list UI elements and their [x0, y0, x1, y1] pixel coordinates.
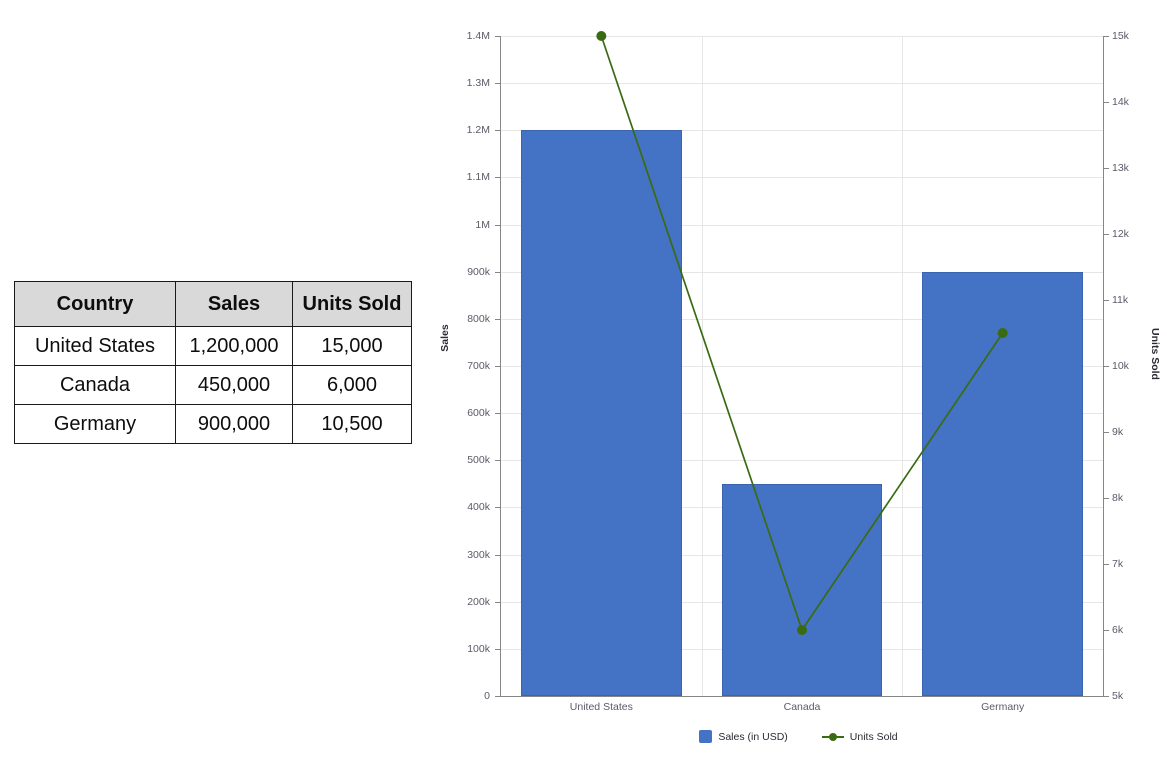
legend-label-sales: Sales (in USD)	[718, 730, 788, 743]
y-axis-left-tick-label: 300k	[467, 548, 490, 561]
legend-item-units-sold[interactable]: Units Sold	[821, 730, 898, 743]
table-row: Canada 450,000 6,000	[14, 365, 412, 405]
y-axis-left-tick	[495, 554, 500, 556]
y-axis-right-line	[1103, 36, 1104, 696]
x-axis-line	[500, 696, 1104, 697]
y-axis-left-tick	[495, 460, 500, 462]
bar-united-states[interactable]	[521, 130, 682, 696]
cell-sales: 1,200,000	[175, 326, 293, 366]
table-row: United States 1,200,000 15,000	[14, 326, 412, 366]
y-axis-right-tick-label: 14k	[1112, 96, 1129, 108]
y-axis-left-tick-label: 900k	[467, 265, 490, 278]
y-axis-left-tick-label: 1.4M	[466, 30, 490, 42]
data-table-container: Country Sales Units Sold United States 1…	[14, 281, 412, 444]
y-axis-left-tick-label: 800k	[467, 312, 490, 325]
y-axis-right-tick	[1104, 630, 1109, 631]
y-axis-right-tick	[1104, 432, 1109, 433]
y-axis-left-title: Sales	[439, 324, 451, 352]
table-header: Country Sales Units Sold	[14, 281, 412, 327]
y-axis-left-tick	[495, 130, 500, 132]
y-axis-right-tick-label: 10k	[1112, 360, 1129, 372]
y-axis-left-tick-label: 400k	[467, 501, 490, 514]
cell-units-sold: 15,000	[292, 326, 412, 366]
y-axis-left-tick-label: 200k	[467, 595, 490, 608]
y-axis-right-tick-label: 15k	[1112, 30, 1129, 42]
y-axis-right-tick-label: 11k	[1112, 294, 1129, 306]
y-axis-right-tick	[1104, 234, 1109, 235]
y-axis-right-title: Units Sold	[1149, 328, 1161, 380]
gridline-horizontal	[501, 83, 1103, 85]
x-axis-label-united-states: United States	[569, 701, 633, 713]
cell-units-sold: 6,000	[292, 365, 412, 405]
y-axis-left-tick	[495, 413, 500, 415]
cell-sales: 900,000	[175, 404, 293, 444]
cell-country: Germany	[14, 404, 176, 444]
x-axis-label-germany: Germany	[981, 701, 1025, 713]
line-marker-icon	[821, 731, 844, 743]
bar-germany[interactable]	[922, 271, 1083, 696]
y-axis-left-tick	[495, 696, 500, 697]
y-axis-right-tick-label: 13k	[1112, 162, 1129, 174]
y-axis-right-tick-label: 7k	[1112, 558, 1124, 570]
country-sales-table: Country Sales Units Sold United States 1…	[14, 281, 412, 444]
x-axis-label-canada: Canada	[783, 701, 821, 713]
y-axis-left-tick-label: 500k	[467, 454, 490, 467]
bar-swatch-icon	[699, 730, 713, 743]
table-header-country: Country	[14, 281, 176, 327]
gridline-horizontal	[501, 36, 1103, 37]
y-axis-right-tick	[1104, 36, 1109, 37]
table-header-sales: Sales	[175, 281, 293, 327]
combo-chart: 0 100k 200k 300k 400k 500k 600k 700k 800k 900k 1M 1…	[430, 0, 1167, 765]
gridline-vertical	[701, 36, 703, 696]
y-axis-left-tick-label: 100k	[467, 642, 490, 655]
bar-canada[interactable]	[721, 483, 883, 696]
y-axis-left-tick	[495, 648, 500, 650]
legend-label-units-sold: Units Sold	[849, 730, 898, 743]
y-axis-left-tick-label: 1.2M	[466, 124, 490, 137]
legend-item-sales[interactable]: Sales (in USD)	[699, 730, 788, 743]
y-axis-right-tick	[1104, 366, 1109, 367]
chart-legend: Sales (in USD) Units Sold	[430, 730, 1167, 743]
y-axis-right-tick	[1104, 564, 1109, 565]
y-axis-left-tick	[495, 177, 500, 179]
y-axis-left-tick-label: 700k	[467, 360, 490, 372]
y-axis-right-tick-label: 8k	[1112, 492, 1124, 504]
y-axis-left-tick-label: 1.3M	[466, 77, 490, 90]
y-axis-left-tick	[495, 36, 500, 37]
y-axis-left-tick	[495, 271, 500, 273]
y-axis-left-tick	[495, 366, 500, 367]
cell-country: Canada	[14, 365, 176, 405]
y-axis-left-tick-label: 0	[484, 690, 490, 702]
y-axis-right-tick-label: 12k	[1112, 228, 1129, 240]
y-axis-right-tick-label: 9k	[1112, 426, 1124, 438]
y-axis-left-tick	[495, 224, 500, 226]
cell-sales: 450,000	[175, 365, 293, 405]
y-axis-left-tick	[495, 601, 500, 603]
y-axis-right-tick-label: 6k	[1112, 624, 1124, 636]
y-axis-left-tick-label: 1.1M	[466, 171, 490, 184]
y-axis-left-tick-label: 600k	[467, 407, 490, 420]
y-axis-left-tick-label: 1M	[475, 218, 490, 231]
y-axis-right-tick-label: 5k	[1112, 690, 1124, 702]
table-row: Germany 900,000 10,500	[14, 404, 412, 444]
table-header-units-sold: Units Sold	[292, 281, 412, 327]
table-header-row: Country Sales Units Sold	[14, 281, 412, 327]
y-axis-right-tick	[1104, 696, 1109, 697]
y-axis-right-tick	[1104, 498, 1109, 499]
cell-country: United States	[14, 326, 176, 366]
y-axis-left-line	[500, 36, 501, 696]
y-axis-left-tick	[495, 83, 500, 85]
y-axis-left-tick	[495, 507, 500, 509]
gridline-vertical	[902, 36, 904, 696]
table-body: United States 1,200,000 15,000 Canada 45…	[14, 326, 412, 444]
y-axis-right-tick	[1104, 102, 1109, 103]
cell-units-sold: 10,500	[292, 404, 412, 444]
y-axis-right-tick	[1104, 168, 1109, 169]
y-axis-right-tick	[1104, 300, 1109, 301]
y-axis-left-tick	[495, 318, 500, 320]
